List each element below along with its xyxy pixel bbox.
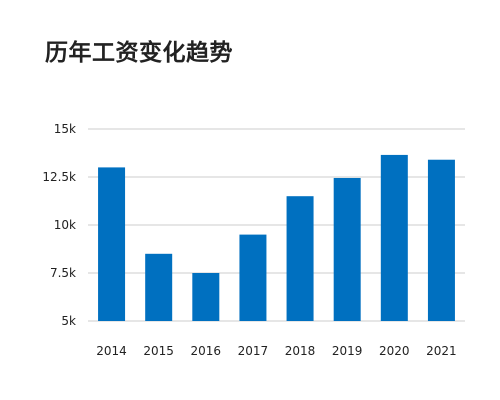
x-tick-label: 2018 [285, 344, 316, 358]
bar-2021 [427, 159, 455, 321]
y-axis-ticks: 5k 7.5k 10k 12.5k 15k [42, 122, 76, 328]
x-tick-label: 2021 [426, 344, 457, 358]
x-axis-ticks: 2014 2015 2016 2017 2018 2019 2020 2021 [96, 344, 456, 358]
bar-2018 [286, 196, 314, 321]
y-tick-label: 12.5k [42, 170, 76, 184]
bars [98, 154, 455, 321]
grid-lines [88, 128, 465, 322]
bar-2015 [145, 253, 173, 321]
x-tick-label: 2014 [96, 344, 127, 358]
bar-2014 [98, 167, 126, 321]
bar-2017 [239, 234, 267, 321]
x-tick-label: 2020 [379, 344, 410, 358]
x-tick-label: 2016 [191, 344, 222, 358]
y-tick-label: 10k [54, 218, 76, 232]
x-tick-label: 2017 [238, 344, 269, 358]
bar-2016 [192, 273, 220, 321]
y-tick-label: 7.5k [50, 266, 76, 280]
x-tick-label: 2015 [143, 344, 174, 358]
x-tick-label: 2019 [332, 344, 363, 358]
y-tick-label: 5k [61, 314, 76, 328]
y-tick-label: 15k [54, 122, 76, 136]
bar-2020 [380, 154, 408, 321]
chart-title: 历年工资变化趋势 [45, 40, 233, 66]
bar-2019 [333, 177, 361, 321]
